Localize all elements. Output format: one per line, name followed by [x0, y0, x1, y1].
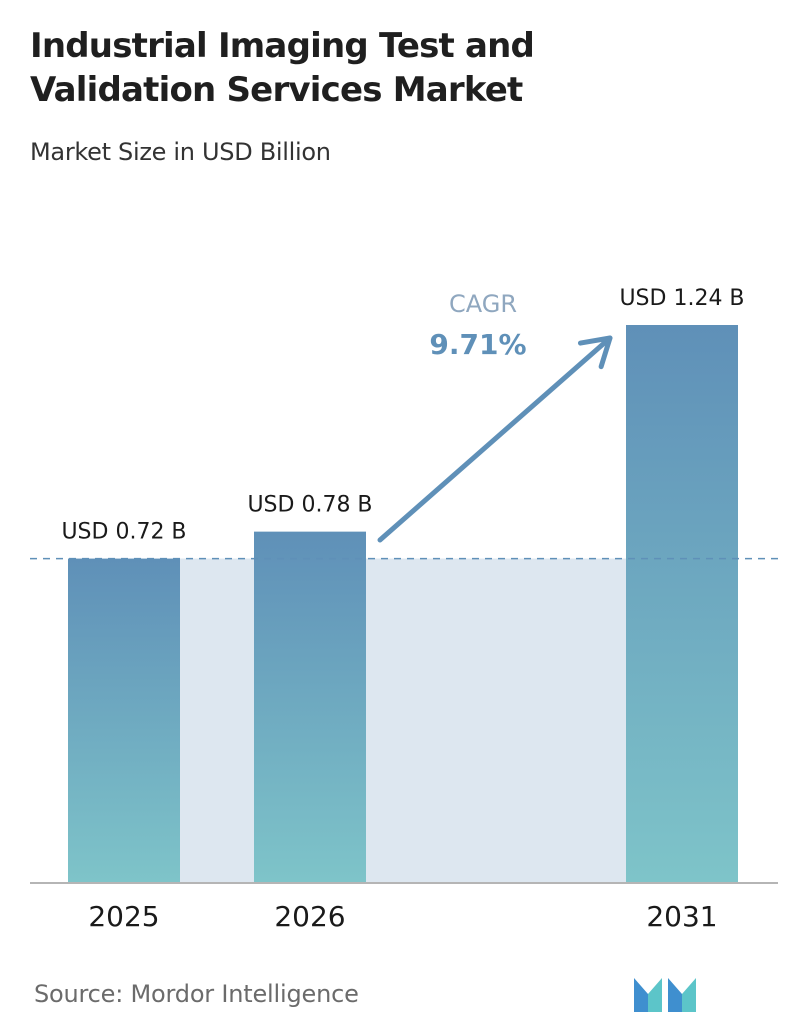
- value-label-2025: USD 0.72 B: [61, 520, 186, 545]
- value-label-2026: USD 0.78 B: [247, 493, 372, 518]
- x-tick-label-2025: 2025: [88, 900, 159, 933]
- reference-line-layer: [30, 557, 780, 884]
- band-layer: [180, 558, 626, 882]
- label-layer: USD 0.72 B 2025 USD 0.78 B 2026 USD 1.24 B 20…: [61, 286, 744, 933]
- band-2026-2031: [366, 558, 626, 882]
- chart-title-line-1: Industrial Imaging Test and: [30, 26, 535, 66]
- bar-2025: [68, 558, 180, 882]
- x-tick-label-2026: 2026: [274, 900, 345, 933]
- bar-layer: [68, 325, 738, 882]
- value-label-2031: USD 1.24 B: [619, 286, 744, 311]
- bar-2031: [626, 325, 738, 882]
- chart-title-line-2: Validation Services Market: [30, 70, 523, 110]
- mordor-intelligence-logo-icon: [634, 978, 696, 1012]
- chart-title: Industrial Imaging Test and Validation S…: [30, 24, 770, 112]
- cagr-arrow-shaft: [377, 335, 613, 543]
- x-tick-label-2031: 2031: [646, 900, 717, 933]
- cagr-arrow-layer: [377, 335, 613, 543]
- chart-subtitle: Market Size in USD Billion: [30, 138, 331, 166]
- cagr-arrow-head: [577, 335, 613, 370]
- source-note: Source: Mordor Intelligence: [34, 980, 359, 1008]
- cagr-label: CAGR: [449, 290, 517, 318]
- bar-2026: [254, 531, 366, 882]
- cagr-value: 9.71%: [429, 328, 526, 361]
- band-2025-2026: [180, 558, 254, 882]
- bar-chart: USD 0.72 B 2025 USD 0.78 B 2026 USD 1.24 B 20…: [30, 286, 780, 933]
